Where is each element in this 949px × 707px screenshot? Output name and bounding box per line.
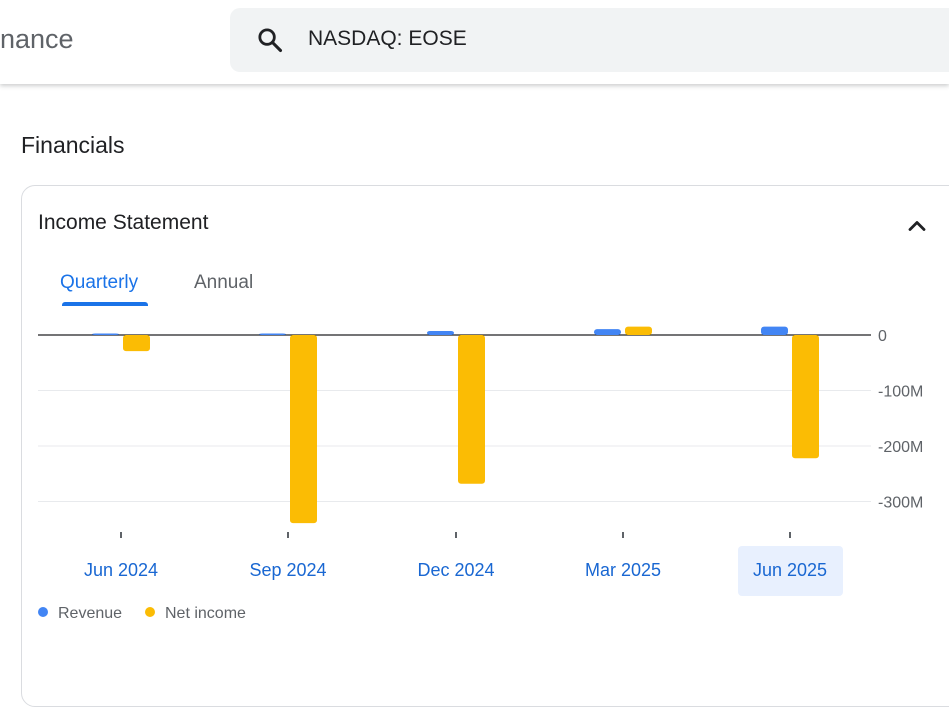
y-tick-label: -200M xyxy=(878,439,923,456)
grid-layer xyxy=(38,334,871,502)
bar-layer xyxy=(92,326,819,524)
chevron-up-icon[interactable] xyxy=(903,212,931,240)
revenue-bar-2 xyxy=(427,330,454,335)
income-chart: 0 -100M -200M -300M xyxy=(38,326,923,538)
net-income-bar-2 xyxy=(458,335,485,484)
search-icon[interactable] xyxy=(256,26,284,54)
x-axis-label[interactable]: Sep 2024 xyxy=(249,560,327,580)
top-bar: nance NASDAQ: EOSE xyxy=(0,0,949,84)
legend-net-income-label: Net income xyxy=(165,605,246,622)
legend-revenue-dot xyxy=(38,606,48,617)
selected-period-highlight xyxy=(738,546,843,596)
section-title: Financials xyxy=(21,132,125,158)
y-tick-label: 0 xyxy=(878,328,887,345)
card-title: Income Statement xyxy=(38,211,209,234)
tick-layer: 0 -100M -200M -300M xyxy=(120,328,923,538)
net-income-bar-0 xyxy=(123,335,150,352)
search-input[interactable]: NASDAQ: EOSE xyxy=(308,27,467,50)
search-box[interactable]: NASDAQ: EOSE xyxy=(230,8,949,72)
legend-revenue: Revenue xyxy=(38,605,122,623)
net-income-bar-4 xyxy=(792,335,819,459)
revenue-bar-1 xyxy=(259,333,286,335)
tab-annual[interactable]: Annual xyxy=(194,272,254,293)
x-axis-label[interactable]: Jun 2025 xyxy=(752,560,828,580)
x-axis-label[interactable]: Dec 2024 xyxy=(417,560,495,580)
tab-indicator xyxy=(62,302,148,306)
revenue-bar-0 xyxy=(92,333,119,335)
y-tick-label: -300M xyxy=(878,495,923,512)
brand-logo[interactable]: nance xyxy=(0,24,74,54)
tab-quarterly[interactable]: Quarterly xyxy=(60,272,139,293)
revenue-bar-4 xyxy=(761,326,788,335)
net-income-bar-1 xyxy=(290,335,317,524)
net-income-bar-3 xyxy=(625,326,652,335)
x-axis-label[interactable]: Jun 2024 xyxy=(83,560,159,580)
legend-revenue-label: Revenue xyxy=(58,605,123,622)
x-axis-label[interactable]: Mar 2025 xyxy=(584,560,662,580)
legend-net-income-dot xyxy=(145,606,155,617)
legend-net-income: Net income xyxy=(145,605,246,623)
revenue-bar-3 xyxy=(594,329,621,335)
y-tick-label: -100M xyxy=(878,384,923,401)
